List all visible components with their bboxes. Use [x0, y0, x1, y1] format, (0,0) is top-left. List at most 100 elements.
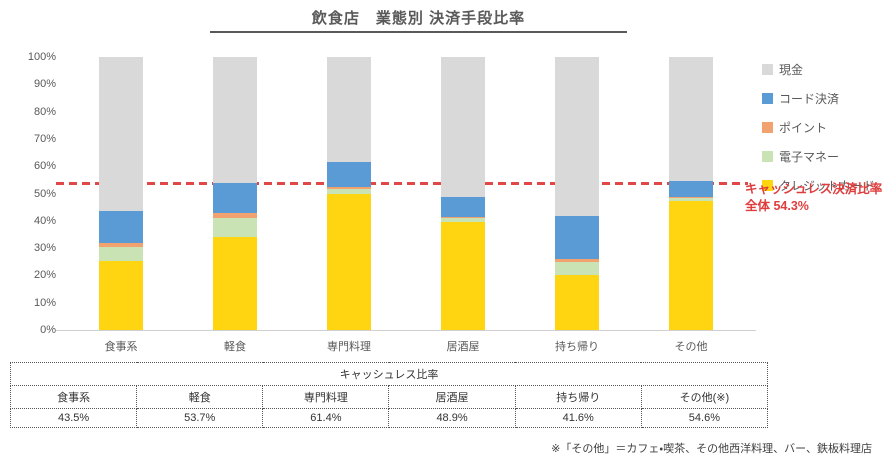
cashless-reference-line: [56, 181, 748, 185]
bar-slot-4: 居酒屋: [406, 57, 520, 353]
bar-segment: [213, 213, 257, 219]
bar-segment: [555, 57, 599, 217]
y-tick-label: 50%: [33, 187, 56, 200]
chart-title: 飲食店 業態別 決済手段比率: [311, 10, 526, 27]
table-header-row: 食事系 軽食 専門料理 居酒屋 持ち帰り その他(※): [9, 385, 769, 409]
bar-segment: [99, 260, 143, 330]
plot-area: 食事系 軽食 専門料理 居酒屋 持ち帰り その他: [56, 57, 756, 353]
bar-segment: [213, 57, 257, 184]
bar-segment: [669, 198, 713, 202]
y-tick-label: 100%: [27, 51, 56, 63]
bar-segment: [669, 201, 713, 330]
table-title: キャッシュレス比率: [10, 362, 768, 386]
bar-segment: [669, 180, 713, 198]
table-column-header: 居酒屋: [388, 385, 516, 409]
legend-label: クレジットカード: [779, 179, 876, 193]
stacked-bar: [327, 57, 371, 330]
x-axis-label: 持ち帰り: [555, 341, 599, 353]
y-tick-label: 80%: [33, 105, 56, 118]
legend-label: 電子マネー: [779, 150, 840, 164]
bar-slot-2: 軽食: [178, 57, 292, 353]
bar-segment: [327, 57, 371, 163]
bar-slot-6: その他: [634, 57, 748, 353]
bar-segment: [441, 217, 485, 223]
legend: 現金コード決済ポイント電子マネークレジットカード: [762, 61, 875, 206]
legend-label: コード決済: [779, 92, 840, 106]
table-column-header: その他(※): [640, 385, 769, 409]
table-value-cell: 41.6%: [514, 408, 642, 428]
legend-label: 現金: [779, 63, 804, 77]
table-column-header: 持ち帰り: [514, 385, 642, 409]
legend-swatch-icon: [762, 180, 773, 191]
x-axis-label: 専門料理: [327, 341, 371, 353]
cashless-annotation: キャッシュレス決済比率 全体 54.3%: [745, 181, 890, 215]
bar-segment: [99, 246, 143, 261]
bar-segment: [99, 57, 143, 212]
table-value-row: 43.5% 53.7% 61.4% 48.9% 41.6% 54.6%: [9, 408, 769, 428]
y-tick-label: 70%: [33, 132, 56, 145]
table-column-header: 軽食: [136, 385, 264, 409]
table-value-cell: 61.4%: [262, 408, 390, 428]
legend-item: クレジットカード: [762, 177, 875, 194]
stacked-bar: [555, 57, 599, 330]
table-value-cell: 54.6%: [640, 408, 769, 428]
bar-segment: [669, 197, 713, 199]
bar-segment: [213, 183, 257, 214]
bar-segment: [441, 196, 485, 217]
stacked-bar: [441, 57, 485, 330]
y-tick-label: 0%: [40, 324, 56, 336]
bar-segment: [441, 216, 485, 218]
y-axis: 100% 90% 80% 70% 60% 50% 40% 30% 20% 10% 0%: [14, 51, 56, 336]
legend-label: ポイント: [779, 121, 828, 135]
table-value-cell: 43.5%: [9, 408, 138, 428]
y-tick-label: 90%: [33, 78, 56, 91]
table-value-cell: 53.7%: [136, 408, 264, 428]
table-column-header: 専門料理: [262, 385, 390, 409]
table-value-cell: 48.9%: [388, 408, 516, 428]
legend-swatch-icon: [762, 64, 773, 75]
stacked-bar: [213, 57, 257, 330]
bar-segment: [327, 193, 371, 330]
y-tick-label: 40%: [33, 214, 56, 227]
bar-segment: [327, 186, 371, 190]
legend-item: ポイント: [762, 119, 875, 136]
legend-swatch-icon: [762, 122, 773, 133]
y-tick-label: 30%: [33, 242, 56, 255]
stacked-bar: [669, 57, 713, 330]
bar-segment: [327, 189, 371, 194]
legend-swatch-icon: [762, 93, 773, 104]
table-column-header: 食事系: [9, 385, 138, 409]
y-tick-label: 20%: [33, 269, 56, 282]
bar-segment: [555, 216, 599, 260]
bar-slot-3: 専門料理: [292, 57, 406, 353]
annotation-line2: 全体 54.3%: [745, 198, 809, 213]
legend-swatch-icon: [762, 151, 773, 162]
legend-item: コード決済: [762, 90, 875, 107]
bar-segment: [213, 218, 257, 237]
bar-segment: [555, 261, 599, 276]
legend-item: 電子マネー: [762, 148, 875, 165]
bar-segment: [441, 57, 485, 197]
bar-slot-1: 食事系: [64, 57, 178, 353]
cashless-ratio-table: キャッシュレス比率 食事系 軽食 専門料理 居酒屋 持ち帰り その他(※) 43.5% 53…: [9, 362, 769, 428]
annotation-line1: キャッシュレス決済比率: [745, 182, 883, 196]
y-tick-label: 60%: [33, 160, 56, 173]
bar-segment: [213, 236, 257, 330]
bar-segment: [441, 222, 485, 330]
x-axis-label: 居酒屋: [446, 341, 480, 353]
legend-item: 現金: [762, 61, 875, 78]
stacked-bar: [99, 57, 143, 330]
y-tick-label: 10%: [33, 296, 56, 309]
bar-segment: [555, 275, 599, 330]
x-axis-label: その他: [674, 341, 708, 353]
bar-segment: [555, 259, 599, 262]
x-axis-label: 軽食: [224, 341, 246, 353]
bar-segment: [99, 211, 143, 244]
bar-slot-5: 持ち帰り: [520, 57, 634, 353]
bar-segment: [99, 243, 143, 247]
bar-segment: [327, 162, 371, 187]
x-axis-baseline: [56, 330, 756, 331]
title-underline: [210, 31, 627, 33]
table-title-row: キャッシュレス比率: [10, 362, 768, 386]
